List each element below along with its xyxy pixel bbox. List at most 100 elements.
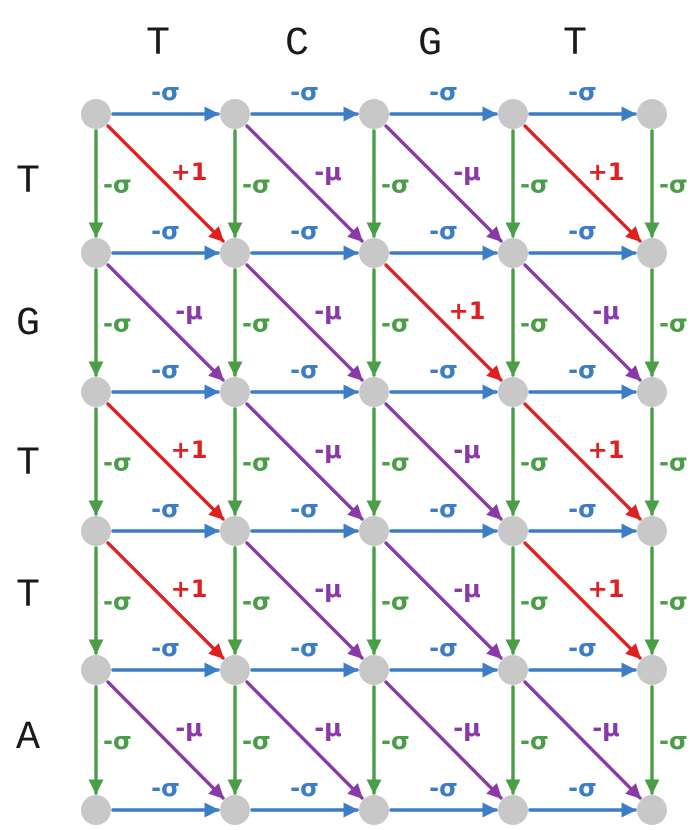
- horizontal-edge-label: -σ: [429, 774, 458, 802]
- vertical-edge-label: -σ: [242, 310, 271, 338]
- grid-node: [498, 238, 528, 268]
- left-letter-3: T: [16, 442, 40, 487]
- mismatch-edge-label: -μ: [592, 297, 620, 325]
- horizontal-edge-label: -σ: [290, 78, 319, 106]
- mismatch-edge-label: -μ: [175, 297, 203, 325]
- horizontal-edge-label: -σ: [290, 634, 319, 662]
- mismatch-edge-label: -μ: [314, 714, 342, 742]
- edges: [88, 106, 660, 818]
- grid-node: [81, 238, 111, 268]
- horizontal-edge-label: -σ: [290, 495, 319, 523]
- match-edge: [106, 402, 225, 521]
- vertical-edge-label: -σ: [242, 727, 271, 755]
- mismatch-edge: [245, 541, 364, 660]
- top-letter-2: C: [285, 22, 309, 67]
- mismatch-edge: [245, 680, 364, 800]
- grid-node: [81, 377, 111, 407]
- grid-node: [637, 516, 667, 546]
- grid-node: [81, 795, 111, 825]
- grid-node: [637, 377, 667, 407]
- grid-node: [81, 655, 111, 685]
- mismatch-edge-label: -μ: [314, 436, 342, 464]
- horizontal-edge-label: -σ: [151, 774, 180, 802]
- mismatch-edge: [245, 124, 364, 243]
- vertical-edge-label: -σ: [381, 171, 410, 199]
- vertical-edge-label: -σ: [103, 310, 132, 338]
- vertical-edge-label: -σ: [381, 310, 410, 338]
- top-letter-3: G: [418, 22, 442, 67]
- horizontal-edge-label: -σ: [151, 78, 180, 106]
- left-letter-4: T: [16, 574, 40, 619]
- match-edge-label: +1: [449, 297, 486, 325]
- grid-node: [220, 655, 250, 685]
- horizontal-edge-label: -σ: [429, 78, 458, 106]
- mismatch-edge-label: -μ: [175, 714, 203, 742]
- grid-node: [220, 795, 250, 825]
- mismatch-edge: [384, 680, 503, 800]
- vertical-edge-label: -σ: [381, 727, 410, 755]
- grid-node: [359, 795, 389, 825]
- horizontal-edge-label: -σ: [568, 495, 597, 523]
- grid-node: [220, 377, 250, 407]
- mismatch-edge: [384, 541, 503, 660]
- grid-node: [220, 516, 250, 546]
- horizontal-edge-label: -σ: [568, 356, 597, 384]
- mismatch-edge-label: -μ: [314, 297, 342, 325]
- horizontal-edge-label: -σ: [151, 356, 180, 384]
- mismatch-edge-label: -μ: [453, 714, 481, 742]
- match-edge-label: +1: [588, 158, 625, 186]
- vertical-edge-label: -σ: [659, 449, 688, 477]
- grid-node: [498, 655, 528, 685]
- match-edge-label: +1: [171, 158, 208, 186]
- grid-node: [637, 238, 667, 268]
- match-edge: [523, 402, 642, 521]
- horizontal-edge-label: -σ: [290, 217, 319, 245]
- match-edge: [106, 124, 225, 243]
- grid-node: [637, 99, 667, 129]
- match-edge-label: +1: [171, 575, 208, 603]
- mismatch-edge: [384, 124, 503, 243]
- left-letter-1: T: [16, 160, 40, 205]
- grid-node: [220, 238, 250, 268]
- mismatch-edge: [106, 680, 225, 800]
- vertical-edge-label: -σ: [659, 310, 688, 338]
- mismatch-edge-label: -μ: [314, 158, 342, 186]
- vertical-edge-label: -σ: [242, 588, 271, 616]
- horizontal-edge-label: -σ: [429, 634, 458, 662]
- match-edge: [523, 124, 642, 243]
- vertical-edge-label: -σ: [103, 171, 132, 199]
- mismatch-edge: [523, 263, 642, 382]
- grid-node: [359, 655, 389, 685]
- grid-node: [359, 377, 389, 407]
- top-letter-4: T: [563, 22, 587, 67]
- edge-labels: -σ -σ -σ -σ -σ -σ -σ -σ -σ -σ -σ -σ -σ -σ -σ -σ -σ -σ -σ -σ…: [103, 78, 688, 802]
- grid-node: [498, 795, 528, 825]
- match-edge: [384, 263, 503, 382]
- grid-node: [498, 377, 528, 407]
- vertical-edge-label: -σ: [520, 727, 549, 755]
- horizontal-edge-label: -σ: [568, 774, 597, 802]
- horizontal-edge-label: -σ: [151, 217, 180, 245]
- horizontal-edge-label: -σ: [429, 495, 458, 523]
- match-edge-label: +1: [171, 436, 208, 464]
- mismatch-edge: [106, 263, 225, 382]
- mismatch-edge-label: -μ: [592, 714, 620, 742]
- vertical-edge-label: -σ: [659, 727, 688, 755]
- grid-node: [637, 655, 667, 685]
- vertical-edge-label: -σ: [659, 171, 688, 199]
- grid-node: [81, 99, 111, 129]
- mismatch-edge-label: -μ: [453, 575, 481, 603]
- horizontal-edge-label: -σ: [151, 634, 180, 662]
- horizontal-edge-label: -σ: [290, 356, 319, 384]
- vertical-edge-label: -σ: [381, 449, 410, 477]
- horizontal-edge-label: -σ: [290, 774, 319, 802]
- grid-node: [498, 99, 528, 129]
- vertical-edge-label: -σ: [242, 449, 271, 477]
- match-edge: [523, 541, 642, 660]
- grid-node: [637, 795, 667, 825]
- vertical-edge-label: -σ: [659, 588, 688, 616]
- grid-node: [359, 99, 389, 129]
- mismatch-edge: [245, 263, 364, 382]
- vertical-edge-label: -σ: [103, 449, 132, 477]
- top-letter-1: T: [146, 22, 170, 67]
